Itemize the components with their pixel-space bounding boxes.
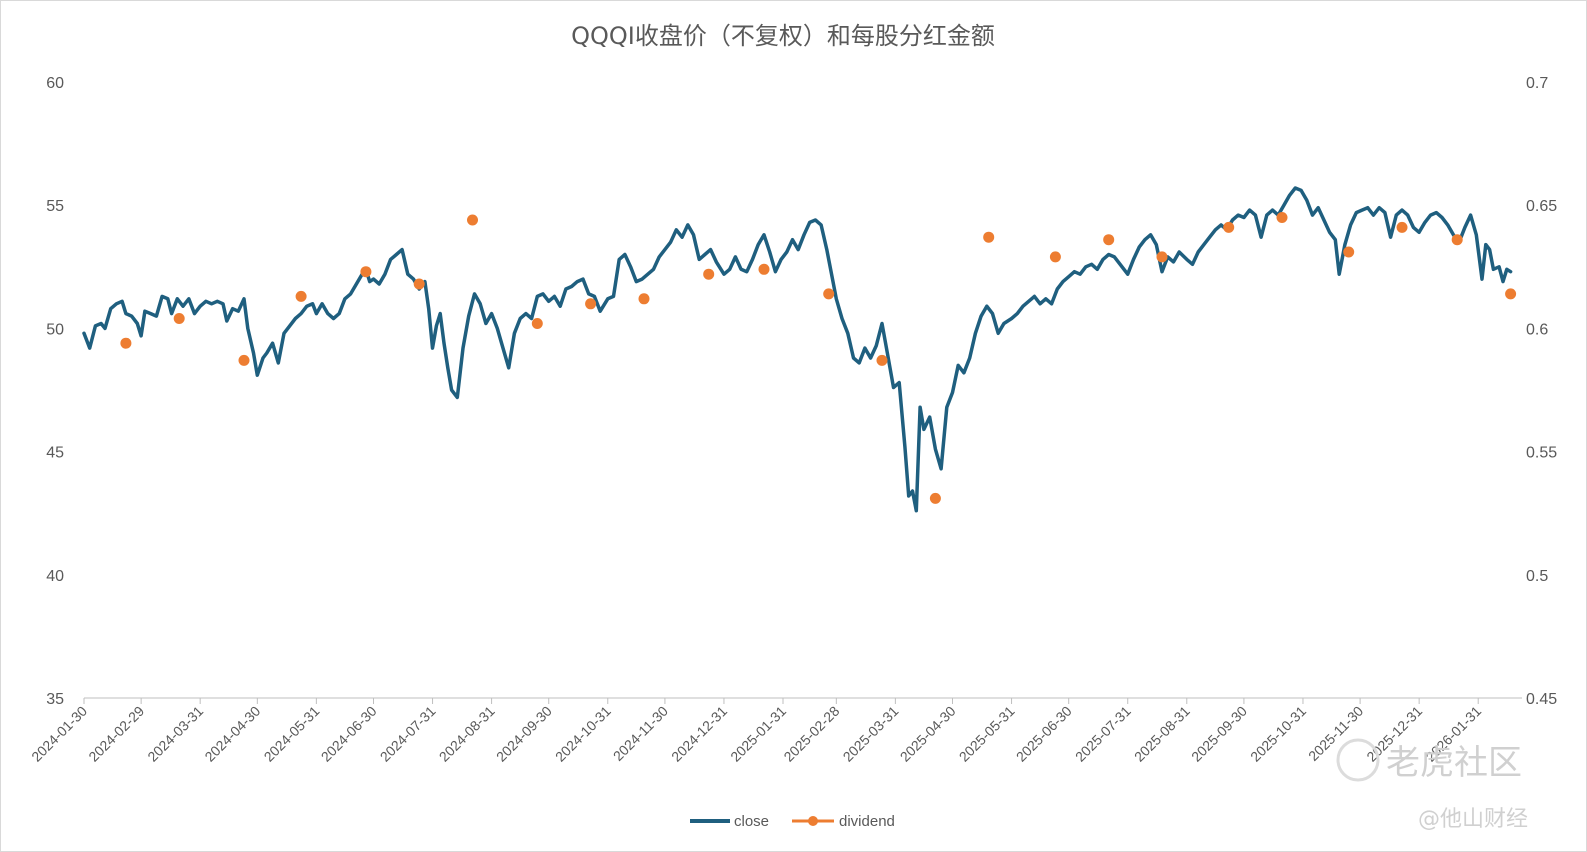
y-axis-left: 60 55 50 45 40 35: [46, 75, 64, 708]
dividend-point: [703, 268, 715, 280]
watermark-secondary: @他山财经: [1418, 807, 1528, 832]
legend: close dividend: [690, 813, 895, 830]
dividend-point: [758, 263, 770, 275]
dividend-point: [413, 278, 425, 290]
y-left-tick-label: 50: [46, 321, 64, 338]
y-right-tick-label: 0.45: [1526, 691, 1557, 708]
chart-title: QQQI收盘价（不复权）和每股分红金额: [571, 22, 995, 50]
dividend-point: [1451, 234, 1463, 246]
y-right-tick-label: 0.7: [1526, 75, 1548, 92]
dividend-point: [531, 318, 543, 329]
legend-close-label: close: [734, 813, 769, 830]
watermark: 老虎社区 @他山财经: [1336, 738, 1528, 832]
dividend-point: [1156, 251, 1168, 263]
dividend-point: [983, 231, 995, 243]
dividend-point: [467, 214, 478, 226]
dividend-series: [120, 212, 1517, 504]
dividend-point: [638, 293, 650, 305]
dividend-point: [1396, 221, 1408, 233]
y-left-tick-label: 55: [46, 198, 64, 215]
dividend-point: [1343, 246, 1355, 258]
dividend-point: [173, 313, 185, 324]
y-right-tick-label: 0.6: [1526, 321, 1548, 338]
legend-dividend-marker: [808, 816, 818, 826]
y-left-tick-label: 40: [46, 568, 64, 585]
dividend-point: [360, 266, 372, 278]
dividend-point: [1223, 221, 1235, 233]
y-left-tick-label: 60: [46, 75, 64, 92]
close-line: [82, 186, 1513, 513]
dividend-point: [295, 290, 307, 302]
y-right-tick-label: 0.65: [1526, 198, 1557, 215]
y-left-tick-label: 45: [46, 445, 64, 462]
y-right-tick-label: 0.55: [1526, 445, 1557, 462]
dividend-point: [1276, 212, 1288, 223]
watermark-primary: 老虎社区: [1386, 743, 1522, 783]
legend-dividend-label: dividend: [839, 813, 895, 830]
dividend-point: [120, 337, 132, 349]
y-left-tick-label: 35: [46, 691, 64, 708]
dividend-point: [1505, 288, 1517, 300]
dividend-point: [1049, 251, 1061, 263]
y-right-tick-label: 0.5: [1526, 568, 1548, 585]
dividend-point: [876, 354, 888, 366]
dividend-point: [585, 298, 597, 310]
watermark-logo-icon: [1336, 738, 1380, 782]
dividend-point: [929, 492, 941, 504]
dividend-point: [823, 288, 835, 300]
dividend-point: [238, 354, 250, 366]
y-axis-right: 0.7 0.65 0.6 0.55 0.5 0.45: [1526, 75, 1557, 708]
dividend-point: [1103, 234, 1115, 246]
close-series: [82, 186, 1513, 513]
